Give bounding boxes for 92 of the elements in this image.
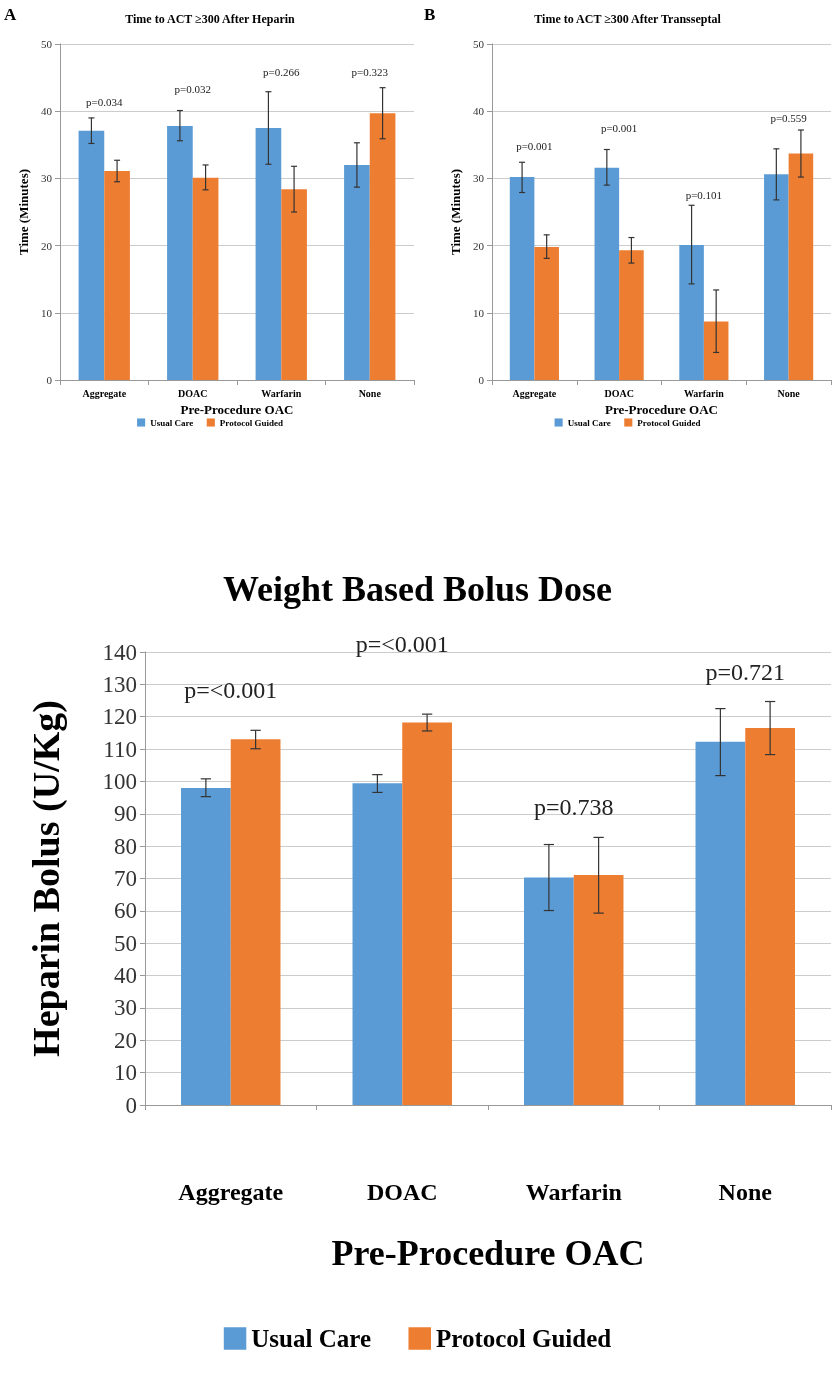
x-tick-label: Warfarin — [525, 1179, 622, 1205]
chart-title: Time to ACT ≥300 After Transseptal — [534, 12, 722, 26]
annotation: p=0.721 — [705, 658, 786, 685]
y-axis-title: Heparin Bolus (U/Kg) — [25, 700, 68, 1057]
y-tick-label: 70 — [114, 866, 137, 891]
annotation: p=0.323 — [351, 65, 389, 78]
annotation: p=0.001 — [600, 121, 638, 134]
y-tick-label: 50 — [114, 930, 137, 956]
y-tick-label: 60 — [114, 898, 137, 924]
bar — [534, 246, 559, 380]
bar — [745, 728, 795, 1105]
x-tick-label: DOAC — [178, 387, 208, 399]
y-tick-label: 90 — [114, 801, 137, 827]
text: A — [4, 5, 17, 24]
bar — [619, 250, 644, 380]
x-axis-title: Pre-Procedure OAC — [180, 401, 294, 417]
y-tick-label: 10 — [473, 306, 485, 319]
x-tick-label: DOAC — [604, 387, 634, 399]
bar — [695, 741, 746, 1105]
bar — [167, 125, 193, 380]
annotation: p=0.034 — [86, 95, 123, 108]
y-tick-label: 140 — [102, 639, 137, 665]
legend-label: Usual Care — [567, 417, 611, 428]
y-axis-title: Time (Minutes) — [448, 168, 463, 256]
y-tick-label: 50 — [473, 38, 485, 50]
bar — [78, 130, 105, 380]
annotation: p=0.738 — [533, 794, 614, 821]
x-tick-label: DOAC — [366, 1179, 438, 1205]
bar — [679, 244, 704, 380]
annotation: p=0.032 — [174, 82, 211, 95]
x-tick-label: None — [777, 387, 801, 399]
bar — [369, 113, 396, 380]
legend-label: Usual Care — [150, 417, 194, 428]
annotation: p=<0.001 — [184, 677, 278, 704]
legend-label: Usual Care — [251, 1325, 371, 1352]
bar — [402, 722, 452, 1105]
y-tick-label: 10 — [114, 1060, 137, 1086]
annotation: p=<0.001 — [355, 631, 449, 658]
y-tick-label: 80 — [114, 833, 137, 859]
y-tick-label: 30 — [114, 995, 137, 1021]
y-tick-label: 120 — [102, 704, 137, 730]
bar — [230, 739, 281, 1105]
x-tick-label: Aggregate — [512, 387, 557, 399]
legend-label: Protocol Guided — [219, 417, 283, 428]
x-tick-label: None — [718, 1179, 773, 1205]
y-tick-label: 0 — [125, 1092, 137, 1118]
annotation: p=0.559 — [770, 112, 808, 125]
y-tick-label: 40 — [114, 963, 137, 989]
bar — [281, 189, 307, 380]
chart-title: Weight Based Bolus Dose — [222, 569, 613, 609]
bar — [764, 174, 789, 380]
bar — [344, 164, 370, 380]
bar — [181, 787, 231, 1105]
x-tick-label: Aggregate — [178, 1179, 284, 1205]
annotation: p=0.101 — [685, 189, 723, 202]
x-tick-label: Aggregate — [82, 387, 127, 399]
legend-label: Protocol Guided — [435, 1325, 612, 1352]
x-axis-title: Pre-Procedure OAC — [331, 1233, 645, 1273]
y-tick-label: 20 — [41, 239, 53, 252]
y-tick-label: 0 — [478, 374, 485, 386]
y-axis-title: Time (Minutes) — [16, 168, 31, 256]
y-tick-label: 20 — [473, 239, 485, 252]
y-tick-label: 50 — [41, 38, 53, 50]
y-tick-label: 0 — [46, 374, 53, 386]
y-tick-label: 110 — [103, 736, 137, 762]
annotation: p=0.266 — [263, 65, 300, 78]
x-tick-label: Warfarin — [261, 387, 302, 399]
y-tick-label: 40 — [473, 105, 485, 118]
annotation: p=0.001 — [516, 140, 553, 153]
x-tick-label: Warfarin — [683, 387, 725, 399]
chart-title: Time to ACT ≥300 After Heparin — [125, 12, 296, 26]
bar — [255, 128, 282, 380]
bar — [524, 877, 574, 1105]
bar — [594, 167, 620, 380]
x-axis-title: Pre-Procedure OAC — [605, 401, 718, 417]
bar — [703, 321, 729, 380]
bar — [352, 783, 403, 1105]
y-tick-label: 40 — [41, 105, 53, 118]
text: B — [424, 5, 436, 24]
legend-label: Protocol Guided — [637, 417, 701, 428]
y-tick-label: 30 — [41, 172, 53, 185]
y-tick-label: 130 — [102, 671, 137, 697]
y-tick-label: 10 — [41, 306, 53, 319]
bar — [788, 153, 814, 380]
y-tick-label: 30 — [473, 172, 485, 185]
bar — [192, 177, 219, 380]
bar — [509, 177, 535, 380]
bar — [573, 874, 624, 1105]
y-tick-label: 20 — [114, 1027, 137, 1053]
x-tick-label: None — [358, 387, 382, 399]
bar — [104, 171, 130, 380]
y-tick-label: 100 — [102, 768, 137, 794]
